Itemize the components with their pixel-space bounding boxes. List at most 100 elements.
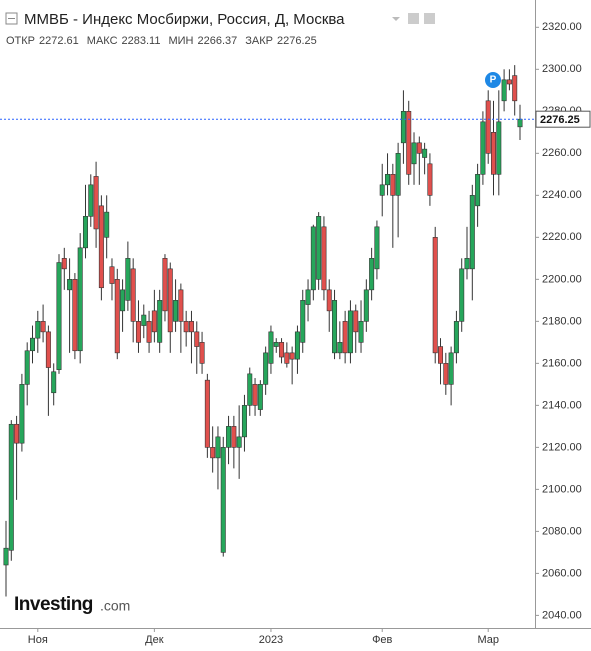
candle-body: [337, 342, 343, 354]
y-tick-label: 2300.00: [542, 63, 582, 75]
candle-body: [130, 268, 136, 322]
y-tick-label: 2180.00: [542, 315, 582, 327]
candle-body: [294, 331, 300, 360]
ohlc-value: 2266.37: [198, 35, 238, 47]
y-tick-label: 2120.00: [542, 441, 582, 453]
candle-body: [369, 258, 375, 291]
candle-body: [385, 174, 391, 186]
candle-body: [98, 205, 104, 289]
candle-body: [157, 300, 163, 343]
y-tick-label: 2220.00: [542, 231, 582, 243]
candle-body: [210, 447, 216, 459]
candle-body: [512, 75, 518, 102]
candle-body: [316, 216, 322, 280]
candle-body: [45, 331, 51, 368]
y-tick-label: 2140.00: [542, 399, 582, 411]
ohlc-value: 2283.11: [122, 35, 161, 47]
candle-body: [88, 184, 94, 217]
y-tick-label: 2060.00: [542, 567, 582, 579]
candle-body: [226, 426, 232, 448]
y-tick-label: 2320.00: [542, 21, 582, 33]
ohlc-value: 2276.25: [277, 35, 317, 47]
y-tick-label: 2200.00: [542, 273, 582, 285]
candle-body: [279, 342, 285, 358]
candle-body: [61, 258, 67, 270]
candle-body: [464, 258, 470, 270]
candle-body: [496, 121, 502, 175]
candle-body: [194, 331, 200, 347]
candle-body: [395, 153, 401, 196]
candle-body: [411, 142, 417, 165]
candle-body: [448, 352, 454, 385]
candle-body: [178, 289, 184, 322]
candle-body: [35, 321, 41, 339]
candle-body: [284, 352, 290, 364]
collapse-icon[interactable]: [5, 12, 18, 25]
y-tick-label: 2080.00: [542, 525, 582, 537]
ohlc-value: 2272.61: [39, 35, 79, 47]
settings-icon[interactable]: [408, 13, 419, 24]
chart-title: ММВБ - Индекс Мосбиржи, Россия, Д, Москв…: [24, 11, 345, 28]
candle-body: [480, 121, 486, 175]
candle-body: [353, 310, 359, 333]
candle-body: [125, 258, 131, 301]
candle-body: [443, 363, 449, 385]
candle-body: [141, 314, 147, 326]
candle-body: [252, 384, 258, 406]
x-tick-label: 2023: [259, 634, 283, 646]
candle-body: [14, 423, 20, 444]
candle-body: [432, 237, 438, 354]
candle-body: [29, 337, 35, 352]
x-tick-label: Фев: [372, 634, 392, 646]
candle-body: [475, 174, 481, 207]
candle-body: [438, 346, 444, 364]
y-tick-label: 2100.00: [542, 483, 582, 495]
candle-body: [162, 258, 168, 312]
candle-body: [491, 132, 497, 175]
candle-body: [289, 352, 295, 360]
candle-body: [183, 321, 189, 333]
candle-body: [400, 111, 406, 144]
ohlc-label: МИН: [168, 35, 193, 47]
candle-body: [332, 300, 338, 354]
x-tick-label: Дек: [145, 634, 164, 646]
x-tick-label: Ноя: [28, 634, 48, 646]
candle-body: [321, 226, 327, 291]
candle-body: [517, 118, 523, 128]
dropdown-arrow[interactable]: [392, 17, 400, 21]
candle-body: [374, 226, 380, 270]
ohlc-header: ОТКР 2272.61 МАКС 2283.11 МИН 2266.37 ЗАКР 2276…: [6, 35, 317, 47]
candle-body: [241, 405, 247, 438]
candle-body: [231, 426, 237, 448]
candle-body: [300, 300, 306, 343]
candle-body: [3, 547, 9, 566]
candle-body: [310, 226, 316, 291]
candle-body: [82, 216, 88, 249]
candle-body: [485, 100, 491, 154]
candle-body: [236, 436, 242, 448]
candle-body: [347, 310, 353, 354]
y-tick-label: 2260.00: [542, 147, 582, 159]
p-marker[interactable]: [485, 72, 501, 88]
candle-body: [422, 148, 428, 158]
candle-body: [72, 279, 78, 352]
brand-logo: Investing: [14, 594, 93, 615]
y-tick-label: 2240.00: [542, 189, 582, 201]
candle-body: [406, 111, 412, 175]
candle-body: [220, 447, 226, 553]
candle-body: [120, 289, 126, 312]
candle-body: [453, 321, 459, 354]
last-price-label: 2276.25: [540, 114, 580, 126]
brand-suffix: .com: [100, 598, 130, 614]
candle-body: [215, 436, 221, 459]
candle-body: [469, 195, 475, 270]
candle-body: [506, 79, 512, 85]
x-tick-label: Мар: [477, 634, 499, 646]
candle-body: [326, 289, 332, 312]
candle-body: [77, 247, 83, 352]
candle-body: [146, 321, 152, 343]
close-icon[interactable]: [424, 13, 435, 24]
candle-body: [273, 342, 279, 347]
